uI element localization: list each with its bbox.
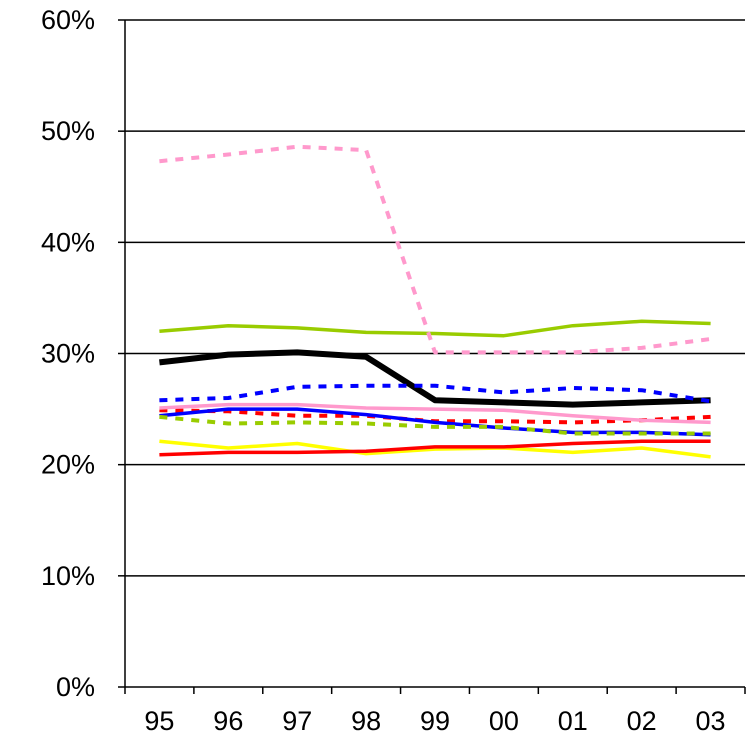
x-tick-label: 02 xyxy=(627,706,657,736)
x-tick-label: 03 xyxy=(696,706,726,736)
y-tick-label: 30% xyxy=(41,339,95,369)
x-tick-label: 96 xyxy=(213,706,243,736)
y-tick-label: 0% xyxy=(56,672,95,702)
x-tick-label: 00 xyxy=(489,706,519,736)
y-tick-label: 10% xyxy=(41,561,95,591)
x-tick-label: 98 xyxy=(351,706,381,736)
y-tick-label: 20% xyxy=(41,450,95,480)
series-line-8 xyxy=(159,414,711,436)
axes xyxy=(118,19,746,694)
series-line-10 xyxy=(159,439,711,457)
y-tick-labels: 0% 10% 20% 30% 40% 50% 60% xyxy=(41,5,95,702)
y-tick-label: 60% xyxy=(41,5,95,35)
series-line-1 xyxy=(159,349,711,408)
x-tick-label: 99 xyxy=(420,706,450,736)
series-line-3 xyxy=(159,144,711,355)
series-line-2 xyxy=(159,319,711,338)
gridlines xyxy=(125,19,745,577)
y-tick-label: 40% xyxy=(41,227,95,257)
x-tick-labels: 95 96 97 98 99 00 01 02 03 xyxy=(144,706,725,736)
x-tick-label: 95 xyxy=(144,706,174,736)
series-line-7 xyxy=(159,402,711,425)
series-line-9 xyxy=(159,439,711,459)
series-lines xyxy=(159,144,711,459)
series-line-4 xyxy=(159,383,711,404)
x-tick-label: 97 xyxy=(282,706,312,736)
x-tick-label: 01 xyxy=(558,706,588,736)
y-tick-label: 50% xyxy=(41,116,95,146)
series-line-6 xyxy=(159,407,711,437)
